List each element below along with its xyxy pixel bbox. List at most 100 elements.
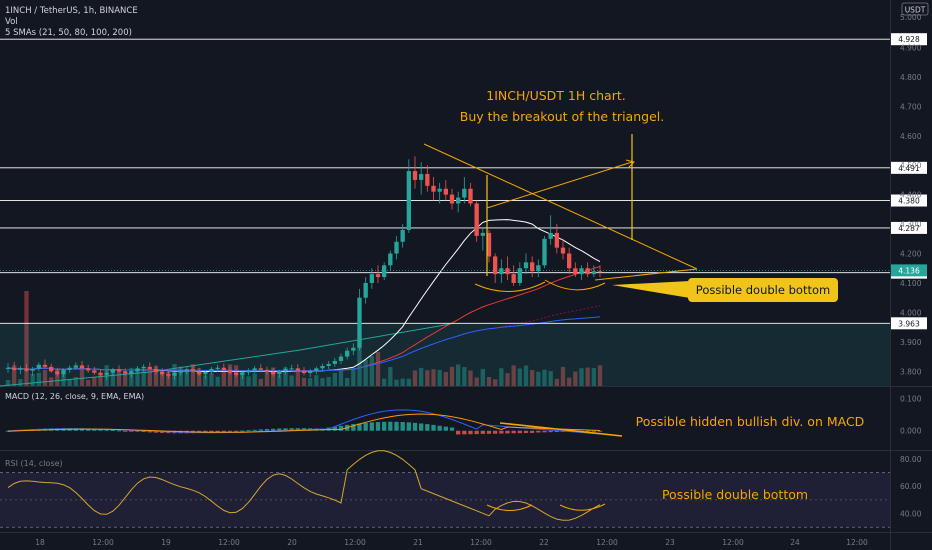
- candle-body: [517, 268, 522, 283]
- candle-body: [18, 368, 23, 370]
- projection-arrow: [625, 159, 635, 169]
- candle-body: [548, 232, 553, 239]
- volume-bar: [301, 377, 307, 386]
- candle-body: [234, 372, 239, 375]
- price-tick: 3.800: [900, 367, 922, 376]
- axes: 4.900 4.800 4.700 4.600 4.500 4.400 4.300 4.200…: [35, 43, 921, 547]
- macd-histogram-bar: [227, 430, 233, 432]
- candle-body: [24, 368, 29, 371]
- candle-body: [98, 372, 103, 375]
- candle-body: [283, 368, 288, 372]
- macd-histogram-bar: [277, 428, 282, 431]
- macd-histogram-bar: [523, 430, 529, 434]
- candle-body: [443, 188, 448, 195]
- candle-body: [542, 238, 547, 266]
- volume-bar: [499, 368, 504, 386]
- volume-bar: [98, 372, 103, 386]
- price-tick: 3.900: [900, 338, 922, 347]
- volume-bar: [271, 367, 276, 386]
- volume-bar: [382, 378, 387, 386]
- candle-body: [123, 371, 128, 374]
- volume-bar: [73, 377, 78, 386]
- currency-badge-box[interactable]: [901, 2, 929, 16]
- macd-histogram-bar: [400, 422, 405, 431]
- macd-histogram-bar: [135, 430, 140, 432]
- candle-body: [357, 297, 362, 348]
- volume-bar: [400, 378, 405, 386]
- currency-badge[interactable]: USDT: [905, 6, 926, 15]
- candle-body: [73, 365, 78, 368]
- volume-bar: [412, 370, 418, 386]
- volume-bar: [345, 377, 350, 386]
- macd-pane: [5, 409, 623, 437]
- candle-body: [579, 268, 584, 275]
- macd-histogram-bar: [480, 430, 485, 434]
- macd-histogram-bar: [499, 430, 504, 434]
- volume-bar: [197, 368, 202, 386]
- top-price-tick: 5.000: [900, 13, 922, 22]
- volume-bar: [12, 365, 17, 386]
- macd-histogram-bar: [98, 429, 103, 431]
- macd-histogram-bar: [511, 430, 516, 434]
- candle-body: [295, 368, 300, 371]
- macd-legend: MACD (12, 26, close, 9, EMA, EMA): [5, 392, 144, 401]
- candle-body: [92, 370, 97, 373]
- candle-body: [79, 365, 85, 369]
- volume-bar: [79, 366, 85, 386]
- price-tick: 4.800: [900, 73, 922, 82]
- volume-bar: [480, 368, 485, 386]
- candle-body: [135, 368, 140, 372]
- candle-body: [585, 268, 590, 275]
- candle-body: [388, 253, 393, 266]
- double-bottom-callout-box[interactable]: [688, 278, 838, 302]
- candle-body: [567, 253, 572, 269]
- candle-body: [116, 369, 122, 372]
- candle-body: [215, 367, 220, 369]
- volume-bar: [462, 367, 467, 386]
- macd-histogram-bar: [419, 423, 424, 431]
- volume-bar: [209, 373, 214, 386]
- volume-bar: [264, 371, 270, 386]
- volume-bar: [542, 369, 547, 386]
- macd-histogram-bar: [517, 430, 522, 434]
- volume-bar: [388, 367, 393, 386]
- macd-histogram-bar: [443, 426, 448, 431]
- candles: [5, 156, 603, 380]
- time-tick: 12:00: [218, 538, 240, 547]
- candle-body: [449, 194, 455, 204]
- time-tick: 18: [35, 538, 45, 547]
- candle-body: [209, 368, 214, 372]
- macd-histogram-bar: [129, 430, 134, 432]
- macd-histogram-bar: [234, 430, 239, 432]
- candle-body: [240, 372, 245, 375]
- macd-histogram-bar: [104, 429, 109, 431]
- macd-histogram-bar: [468, 430, 473, 435]
- volume-bar: [554, 378, 559, 386]
- candle-body: [258, 368, 263, 370]
- macd-histogram-bar: [412, 422, 418, 431]
- candle-body: [486, 232, 492, 257]
- price-tick: 4.200: [900, 250, 922, 259]
- double-bottom-callout: Possible double bottom: [696, 283, 830, 297]
- volume-bar: [486, 377, 492, 386]
- macd-histogram-bar: [209, 430, 214, 433]
- volume-bar: [357, 346, 362, 386]
- rsi-line: [7, 450, 601, 521]
- rsi-legend: RSI (14, close): [5, 459, 63, 468]
- candle-body: [246, 370, 251, 373]
- volume-bar: [42, 369, 48, 386]
- candle-body: [314, 368, 319, 372]
- candle-body: [406, 171, 411, 230]
- current-price-box: [891, 264, 927, 277]
- volume-legend: Vol: [5, 17, 18, 27]
- candle-body: [104, 372, 109, 375]
- volume-bar: [116, 369, 122, 386]
- macd-histogram-bar: [585, 430, 590, 432]
- candle-body: [351, 347, 356, 351]
- volume-bar: [289, 375, 294, 386]
- volume-bar: [24, 291, 29, 386]
- macd-histogram-bar: [486, 430, 492, 434]
